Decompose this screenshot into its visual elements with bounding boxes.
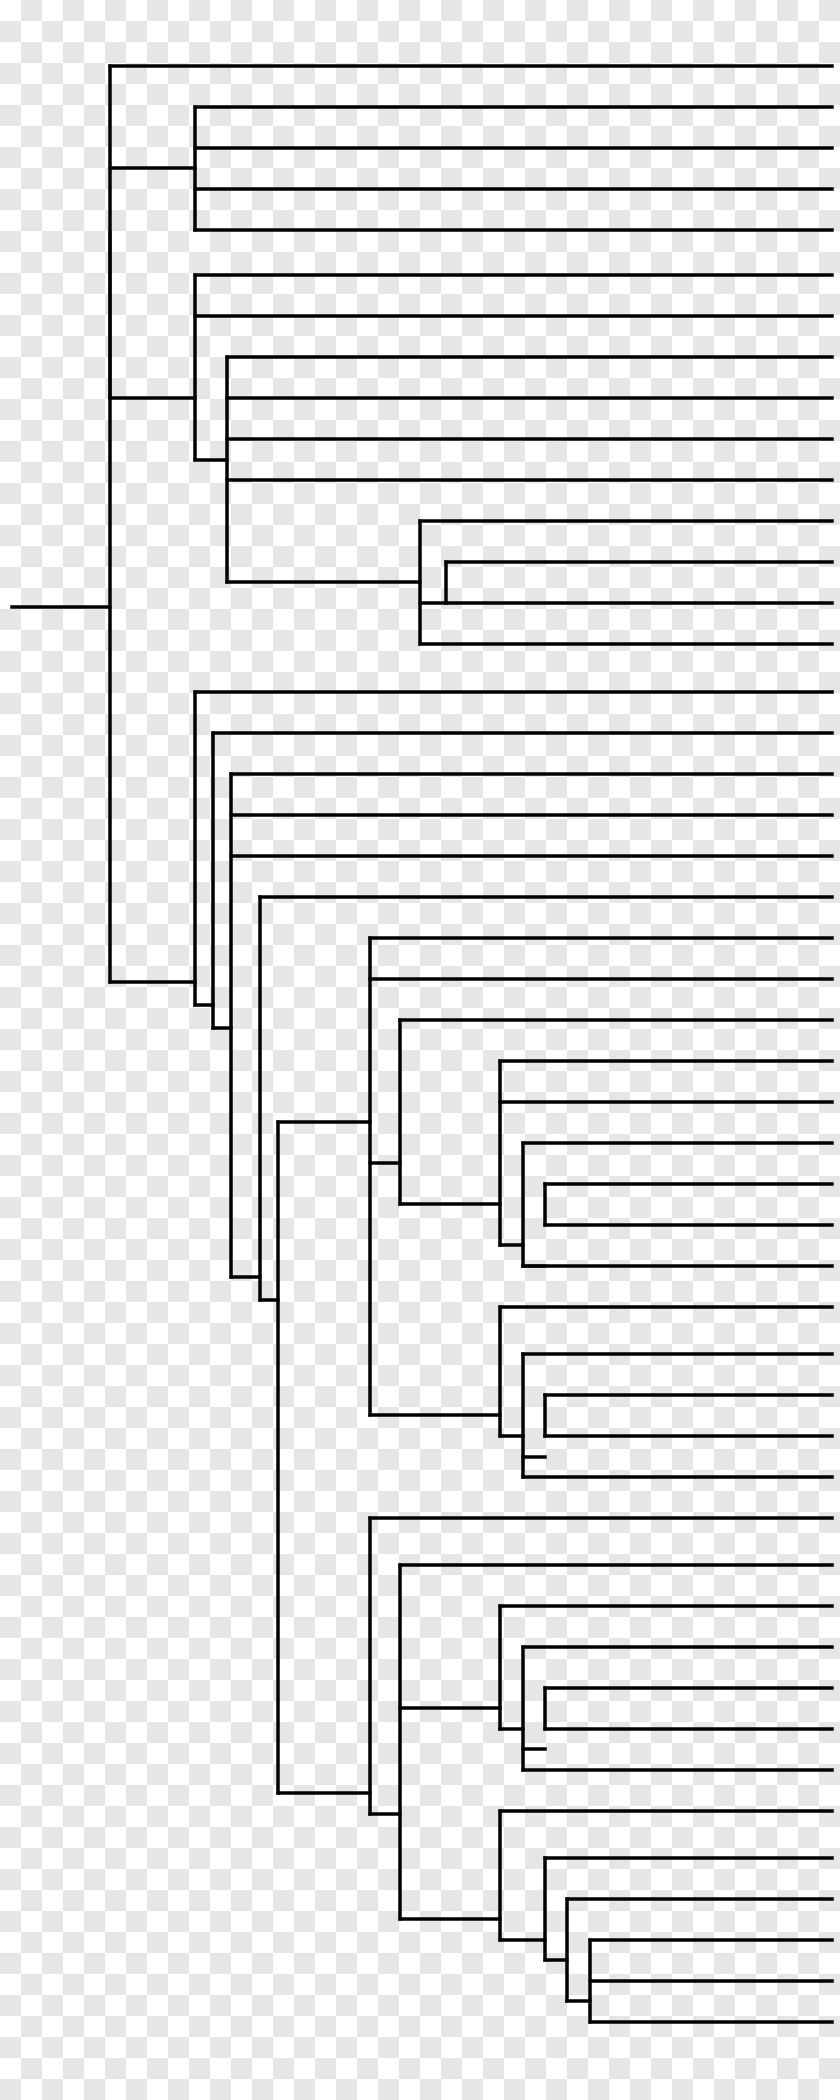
cladogram	[0, 0, 840, 2100]
